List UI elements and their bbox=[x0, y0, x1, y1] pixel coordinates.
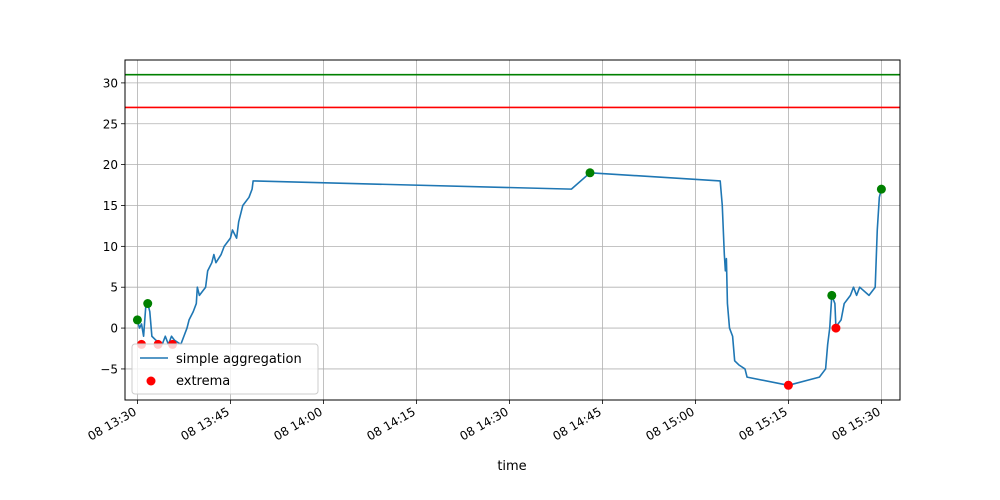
simple-aggregation-line bbox=[136, 171, 883, 387]
y-tick-label: 15 bbox=[103, 199, 118, 213]
series-lines bbox=[136, 171, 883, 387]
grid bbox=[125, 60, 900, 400]
plot-area-frame bbox=[124, 59, 901, 401]
extrema-point bbox=[827, 290, 837, 300]
extrema-point bbox=[143, 299, 153, 309]
extrema-points bbox=[132, 168, 886, 390]
extrema-point bbox=[783, 380, 793, 390]
extrema-point bbox=[132, 315, 142, 325]
y-tick-label: 25 bbox=[103, 117, 118, 131]
extrema-point bbox=[585, 168, 595, 178]
y-tick-label: 5 bbox=[110, 281, 118, 295]
x-axis-label: time bbox=[497, 459, 526, 474]
y-tick-label: 30 bbox=[103, 76, 118, 90]
legend-label-aggregation: simple aggregation bbox=[176, 352, 302, 367]
y-tick-label: 20 bbox=[103, 158, 118, 172]
legend-marker-swatch bbox=[146, 376, 156, 386]
threshold-lines bbox=[125, 73, 900, 109]
extrema-point bbox=[831, 323, 841, 333]
y-tick-label: −5 bbox=[100, 362, 118, 376]
legend: simple aggregation extrema bbox=[131, 343, 319, 395]
legend-label-extrema: extrema bbox=[176, 374, 230, 389]
legend-box bbox=[131, 343, 319, 395]
extrema-point bbox=[876, 184, 886, 194]
y-axis-ticks: −5 0 5 10 15 20 25 30 bbox=[100, 76, 125, 376]
y-tick-label: 0 bbox=[110, 322, 118, 336]
y-tick-label: 10 bbox=[103, 240, 118, 254]
